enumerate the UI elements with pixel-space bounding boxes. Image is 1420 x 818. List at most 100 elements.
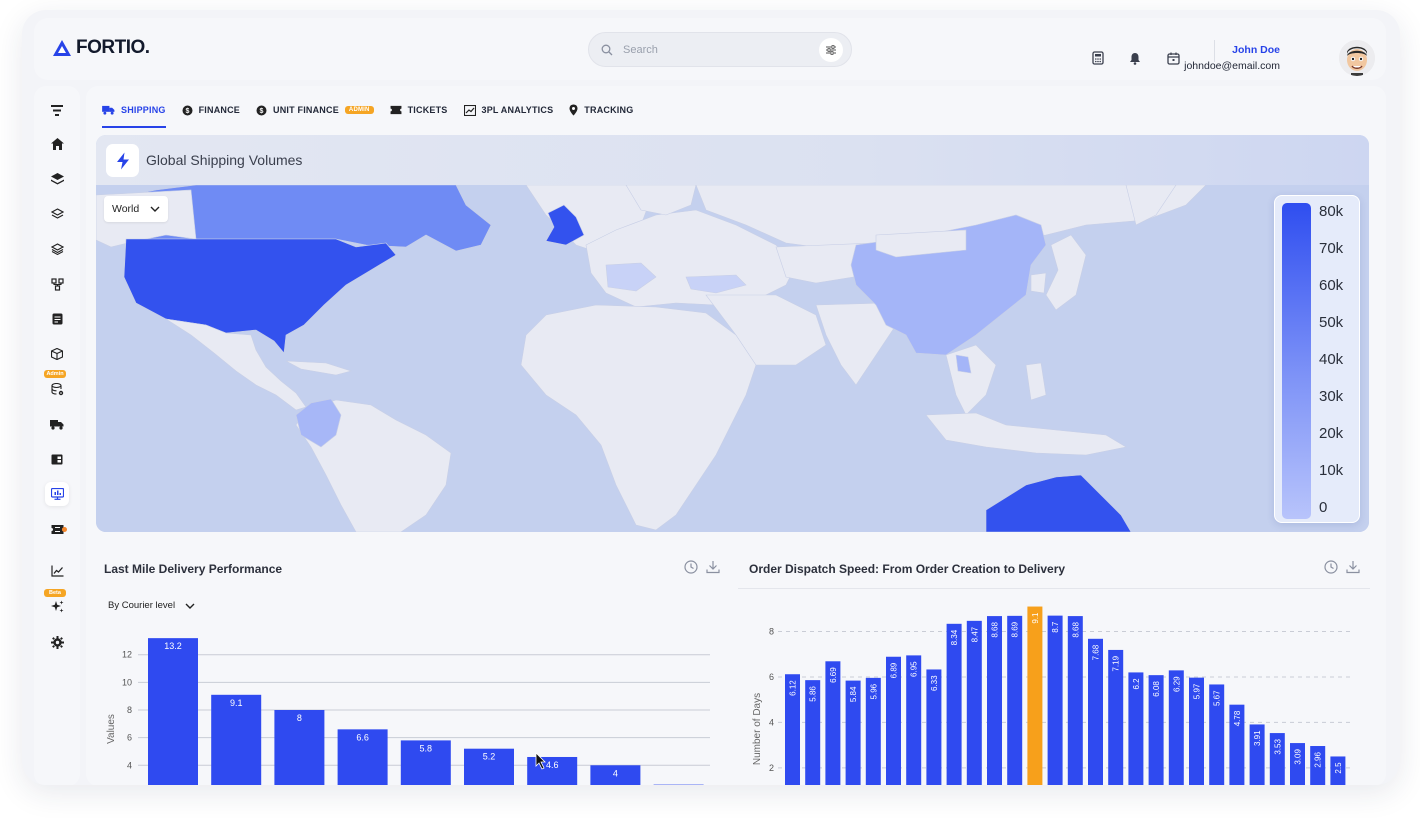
search-input[interactable] (623, 43, 819, 56)
bar[interactable] (1148, 675, 1164, 785)
sidebar-item-database-settings[interactable] (45, 377, 69, 401)
bar[interactable] (1249, 724, 1265, 785)
sidebar-item-tickets[interactable] (45, 517, 69, 541)
sidebar-item-packages[interactable] (45, 342, 69, 366)
tab-label: UNIT FINANCE (273, 105, 339, 115)
filter-lines-icon (51, 104, 63, 116)
tab-tracking[interactable]: TRACKING (569, 104, 633, 128)
bar[interactable] (1290, 743, 1305, 785)
sidebar-item-home[interactable] (45, 132, 69, 156)
sidebar-item-shipping[interactable] (45, 412, 69, 436)
bar[interactable] (886, 656, 901, 785)
bar[interactable] (1269, 733, 1285, 785)
sidebar-item-documents[interactable] (45, 307, 69, 331)
bar[interactable] (1168, 670, 1184, 785)
download-icon[interactable] (1346, 560, 1360, 574)
bar-value-label: 8 (297, 713, 302, 723)
bar[interactable] (1007, 615, 1023, 785)
bar[interactable] (1088, 638, 1103, 785)
bar[interactable] (527, 756, 578, 785)
bar-value-label: 4.78 (1233, 710, 1242, 726)
bar[interactable] (464, 748, 514, 785)
sidebar-item-stack[interactable] (45, 202, 69, 226)
tab-tickets[interactable]: TICKETS (390, 104, 448, 128)
line-chart-icon (50, 565, 63, 577)
bar[interactable] (966, 620, 982, 785)
bar[interactable] (274, 710, 325, 785)
bar-value-label: 6.2 (1132, 678, 1141, 690)
bar[interactable] (785, 674, 800, 785)
region-europe-highlight (605, 262, 657, 292)
calculator-icon[interactable] (1090, 50, 1106, 66)
y-tick-label: 4 (769, 717, 774, 727)
bar-value-label: 7.19 (1112, 655, 1121, 671)
bar-value-label: 3.09 (1294, 749, 1303, 765)
last-mile-bar-chart: 4 6 8 10 12 Values 13.2 9.1 8 6.6 5.8 5.2 4.6 4 (106, 638, 710, 785)
country-japan (1045, 234, 1087, 311)
bar[interactable] (906, 655, 922, 785)
bar[interactable] (337, 729, 388, 785)
global-shipping-map-card: Global Shipping Volumes (96, 135, 1369, 532)
courier-level-dropdown[interactable]: By Courier level (108, 600, 195, 611)
coins-icon: $ (182, 105, 193, 115)
bar[interactable] (805, 680, 821, 785)
home-icon (50, 138, 64, 150)
lightning-icon (106, 144, 139, 177)
clock-icon[interactable] (684, 560, 698, 574)
card-title: Order Dispatch Speed: From Order Creatio… (749, 562, 1066, 576)
sidebar-item-analytics-screen[interactable] (45, 482, 69, 506)
legend-label: 20k (1319, 425, 1344, 442)
calendar-icon[interactable] (1165, 50, 1181, 66)
sidebar-item-ai[interactable] (45, 594, 69, 618)
bar[interactable] (865, 677, 881, 785)
ticket-icon (390, 105, 402, 115)
bar[interactable] (400, 740, 451, 785)
bar[interactable] (825, 661, 841, 785)
bar[interactable] (1229, 704, 1245, 785)
logo[interactable]: FORTIO. (52, 37, 150, 59)
layers-outline-icon (50, 243, 64, 255)
y-tick-label: 8 (769, 627, 774, 637)
bar[interactable] (1330, 756, 1346, 785)
bar[interactable] (1189, 677, 1204, 785)
world-map[interactable] (96, 184, 1369, 532)
legend-label: 50k (1319, 314, 1344, 331)
beta-badge: Beta (44, 589, 66, 597)
bar[interactable] (1310, 746, 1326, 785)
bar[interactable] (987, 616, 1002, 785)
tab-label: 3PL ANALYTICS (481, 105, 554, 115)
bar[interactable] (1027, 606, 1043, 785)
bar[interactable] (1047, 615, 1063, 785)
avatar[interactable] (1339, 40, 1375, 76)
package-icon (51, 348, 63, 360)
bar[interactable] (1108, 649, 1124, 785)
filter-button[interactable] (819, 37, 843, 62)
sidebar-item-menu[interactable] (45, 98, 69, 122)
bar-value-label: 8.47 (970, 626, 979, 642)
bell-icon[interactable] (1127, 50, 1143, 66)
bar[interactable] (211, 694, 262, 785)
sidebar-item-layers[interactable] (45, 167, 69, 191)
clock-icon[interactable] (1324, 560, 1338, 574)
bar[interactable] (148, 638, 198, 785)
sidebar-item-layout[interactable] (45, 447, 69, 471)
bar[interactable] (1128, 672, 1144, 785)
bar[interactable] (926, 669, 942, 785)
region-select[interactable]: World (104, 196, 168, 222)
bar[interactable] (590, 765, 641, 785)
sidebar-item-hierarchy[interactable] (45, 272, 69, 296)
sidebar-item-trends[interactable] (45, 559, 69, 583)
tab-shipping[interactable]: SHIPPING (102, 104, 166, 128)
bar[interactable] (1067, 616, 1083, 785)
tab-3pl-analytics[interactable]: 3PL ANALYTICS (463, 104, 554, 128)
download-icon[interactable] (706, 560, 720, 574)
tab-unit-finance[interactable]: $ UNIT FINANCE ADMIN (256, 104, 374, 128)
tab-finance[interactable]: $ FINANCE (182, 104, 240, 128)
sidebar-item-settings[interactable] (45, 630, 69, 654)
bar[interactable] (1209, 684, 1225, 785)
country-colombia (295, 398, 342, 448)
bar[interactable] (845, 680, 861, 785)
sidebar-item-layers-outline[interactable] (45, 237, 69, 261)
tab-label: TRACKING (584, 105, 634, 115)
bar[interactable] (946, 623, 962, 785)
